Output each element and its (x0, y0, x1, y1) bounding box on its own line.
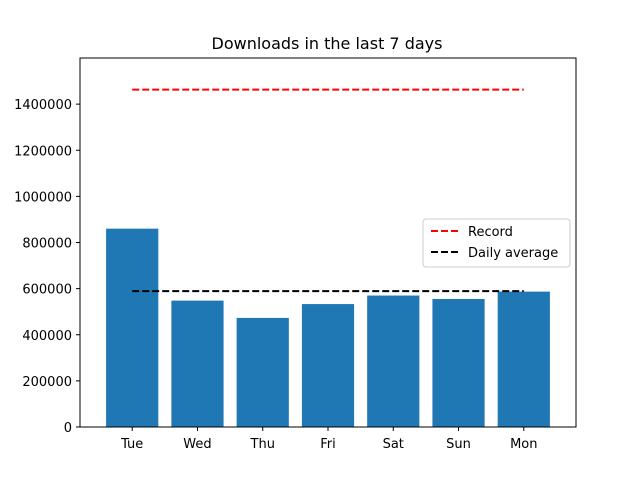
bar-group (106, 228, 550, 427)
bar-tue (106, 228, 159, 427)
legend-box (422, 218, 571, 268)
x-tick-label: Fri (320, 437, 336, 452)
bar-sat (367, 295, 420, 427)
legend-label: Record (468, 225, 513, 240)
chart-title: Downloads in the last 7 days (212, 34, 443, 53)
y-tick-label: 1400000 (14, 98, 72, 113)
y-tick-label: 800000 (22, 237, 72, 252)
y-tick-label: 1200000 (14, 144, 72, 159)
x-tick-label: Sun (446, 437, 471, 452)
legend-label: Daily average (468, 246, 558, 261)
y-tick-label: 0 (64, 421, 72, 436)
bar-thu (236, 317, 289, 427)
y-tick-label: 1000000 (14, 190, 72, 205)
x-tick-label: Mon (510, 437, 537, 452)
bar-mon (497, 291, 550, 427)
reference-lines (132, 88, 524, 293)
bar-wed (171, 300, 224, 427)
y-tick-label: 200000 (22, 375, 72, 390)
x-tick-label: Wed (183, 437, 211, 452)
x-axis: Tue Wed Thu Fri Sat Sun Mon (120, 427, 538, 452)
bar-sun (432, 299, 485, 427)
bar-fri (301, 304, 355, 427)
x-tick-label: Thu (250, 437, 275, 452)
y-tick-label: 600000 (22, 283, 72, 298)
legend: Record Daily average (422, 218, 571, 268)
y-tick-label: 400000 (22, 329, 72, 344)
y-axis: 0 200000 400000 600000 800000 1000000 1200000 1… (14, 98, 80, 436)
x-tick-label: Tue (120, 437, 143, 452)
x-tick-label: Sat (383, 437, 404, 452)
